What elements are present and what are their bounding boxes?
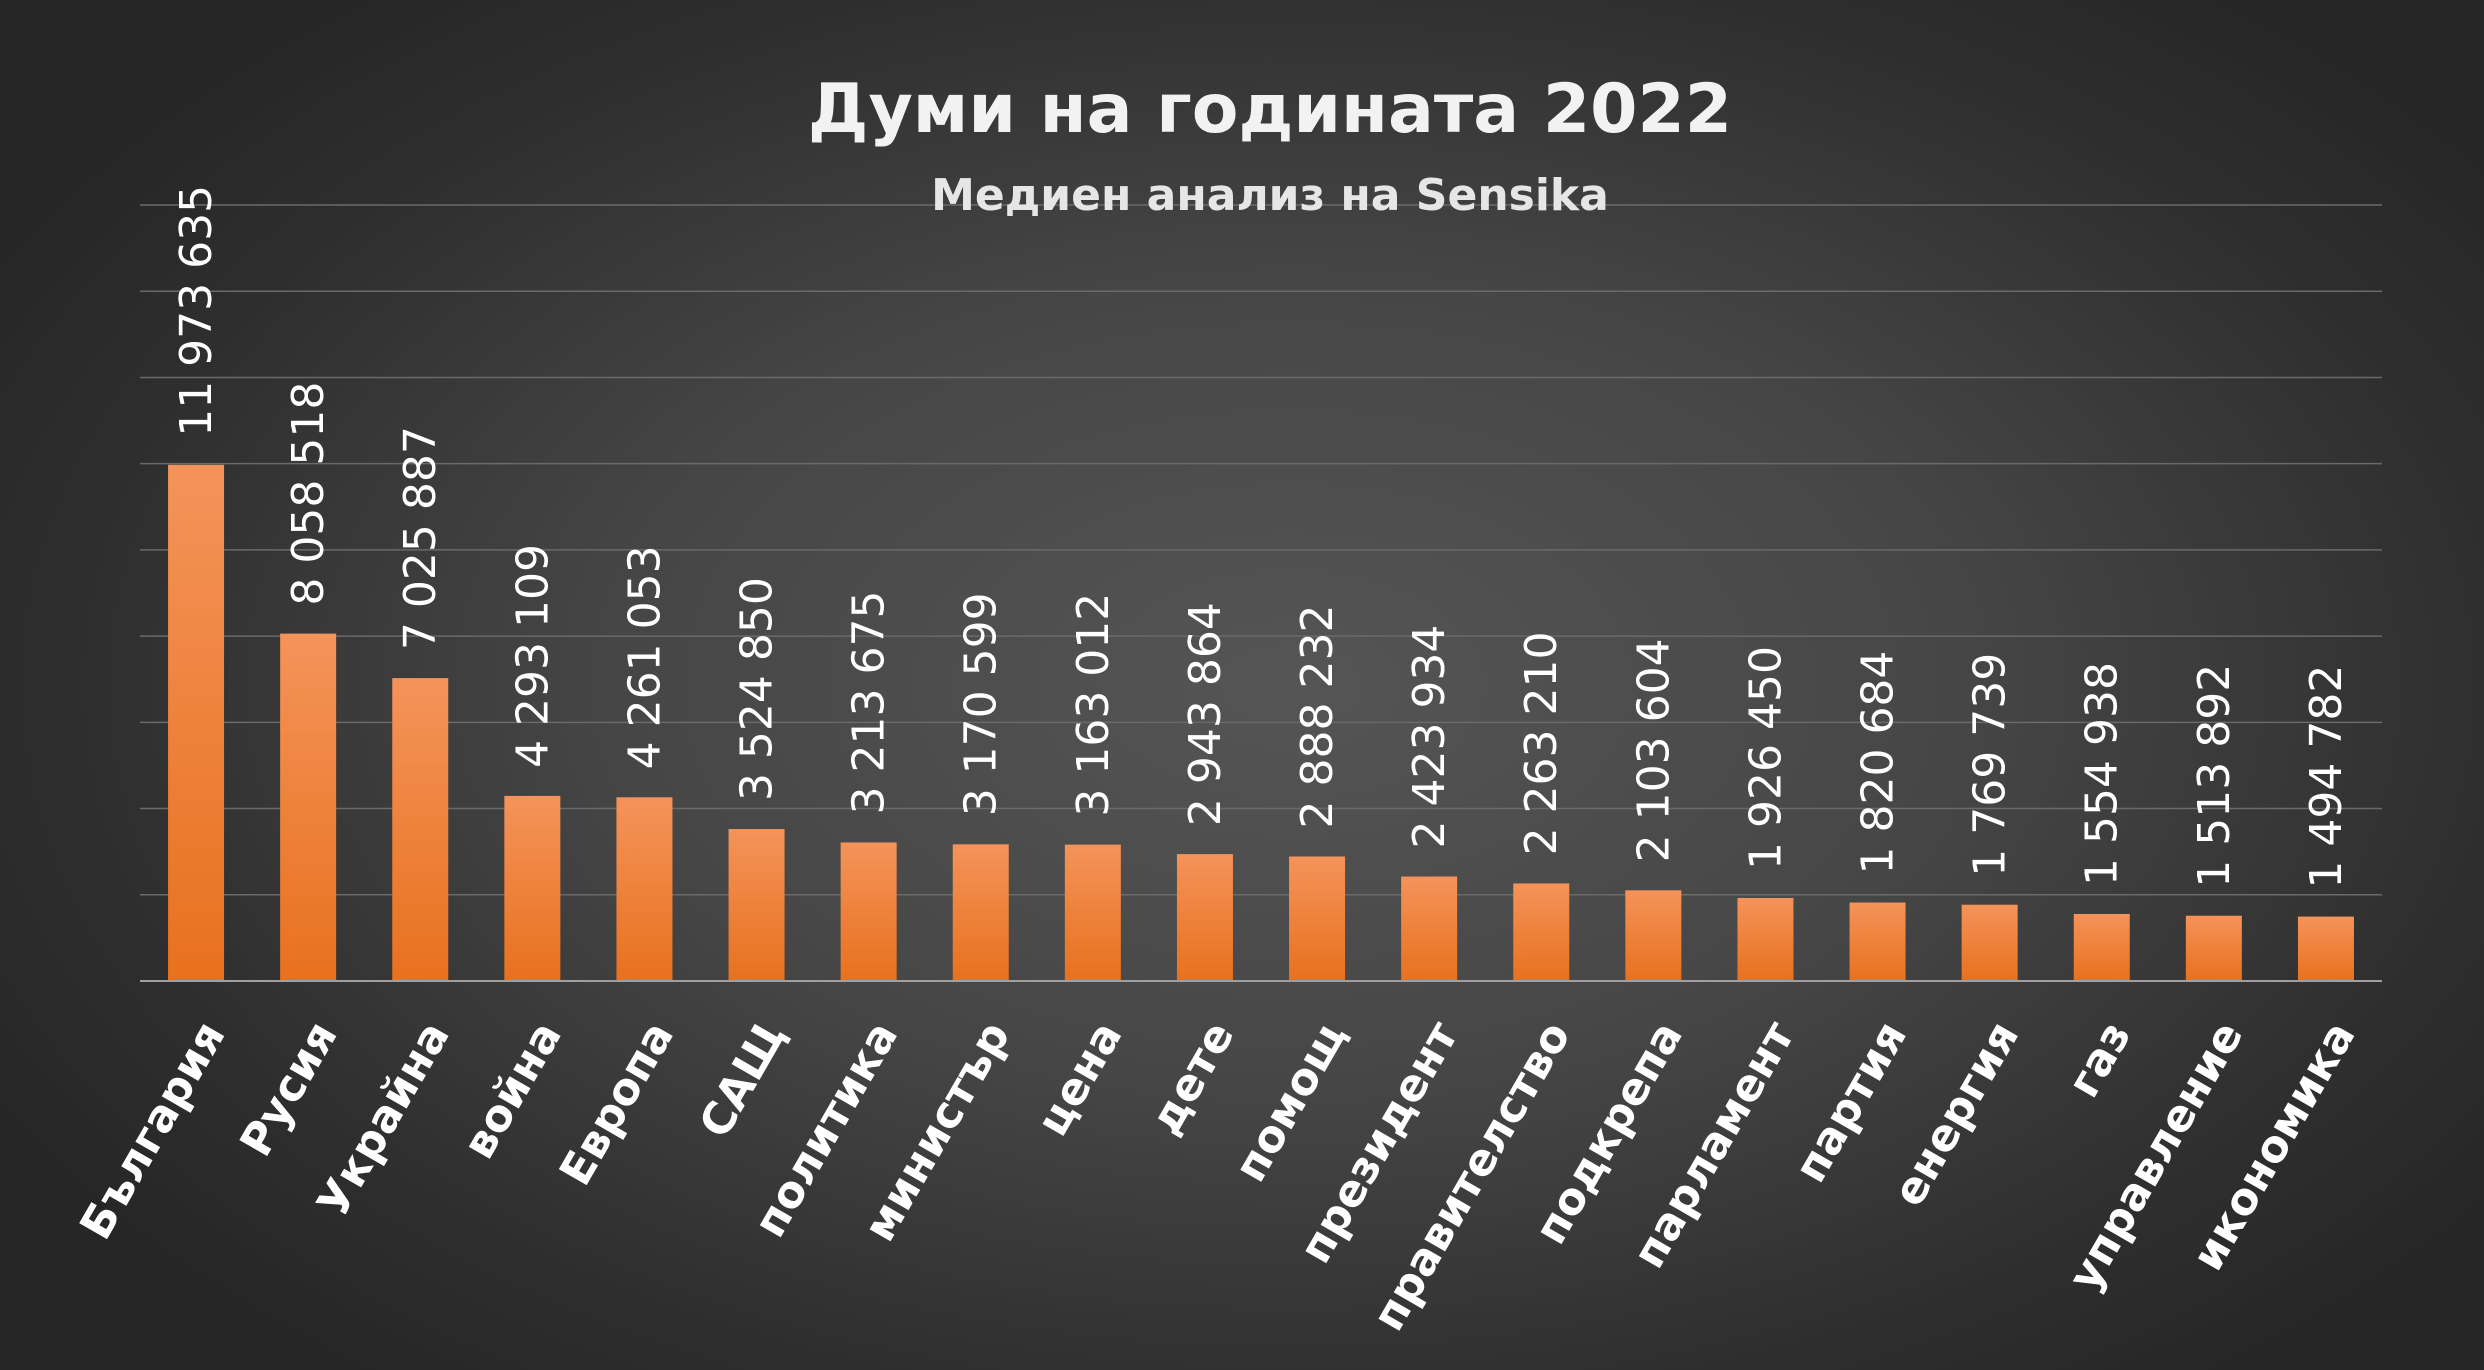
category-label: цена bbox=[1027, 1013, 1132, 1145]
data-label: 4 261 053 bbox=[619, 545, 670, 769]
data-label: 3 163 012 bbox=[1068, 593, 1119, 817]
data-label: 3 213 675 bbox=[844, 591, 895, 815]
bar bbox=[1064, 844, 1121, 981]
bar bbox=[2297, 916, 2354, 981]
bar bbox=[1176, 854, 1233, 981]
bar bbox=[1737, 897, 1794, 981]
data-label: 1 820 684 bbox=[1853, 651, 1904, 875]
data-label: 1 926 450 bbox=[1740, 646, 1791, 870]
bar bbox=[2185, 915, 2242, 981]
data-label: 2 943 864 bbox=[1180, 602, 1231, 826]
data-label: 4 293 109 bbox=[507, 544, 558, 768]
category-label: САЩ bbox=[690, 1013, 797, 1146]
data-label: 1 494 782 bbox=[2301, 665, 2352, 889]
data-label: 2 888 232 bbox=[1292, 605, 1343, 829]
data-label: 8 058 518 bbox=[283, 382, 334, 606]
bar bbox=[616, 797, 673, 981]
chart-subtitle: Медиен анализ на Sensika bbox=[931, 170, 1609, 221]
data-label: 1 769 739 bbox=[1965, 653, 2016, 877]
bar bbox=[1625, 890, 1682, 981]
data-label: 2 263 210 bbox=[1516, 631, 1567, 855]
gridlines bbox=[140, 204, 2382, 896]
data-label: 7 025 887 bbox=[395, 426, 446, 650]
bar bbox=[1961, 904, 2018, 981]
data-label: 1 513 892 bbox=[2189, 664, 2240, 888]
bar bbox=[1849, 902, 1906, 981]
bars bbox=[168, 464, 2354, 981]
data-label: 11 973 635 bbox=[171, 185, 222, 437]
bar bbox=[1513, 883, 1570, 981]
chart-title: Думи на годината 2022 bbox=[808, 70, 1732, 149]
bar bbox=[2073, 913, 2130, 981]
category-label: Русия bbox=[230, 1013, 347, 1165]
data-label: 3 170 599 bbox=[956, 592, 1007, 816]
bar bbox=[840, 842, 897, 981]
bar bbox=[952, 844, 1009, 981]
category-label: дете bbox=[1140, 1013, 1245, 1143]
category-label: газ bbox=[2058, 1013, 2141, 1106]
bar bbox=[280, 633, 337, 981]
bar bbox=[1289, 856, 1346, 981]
data-label: 2 103 604 bbox=[1628, 638, 1679, 862]
bar bbox=[168, 464, 225, 981]
bar bbox=[728, 829, 785, 981]
data-label: 3 524 850 bbox=[732, 577, 783, 801]
category-label: България bbox=[70, 1013, 235, 1248]
value-labels: 11 973 635 8 058 518 7 025 887 4 293 109 4 2… bbox=[171, 185, 2352, 889]
bar bbox=[1401, 876, 1458, 981]
bar bbox=[504, 795, 561, 981]
data-label: 2 423 934 bbox=[1404, 625, 1455, 849]
data-label: 1 554 938 bbox=[2077, 662, 2128, 886]
bar bbox=[392, 678, 449, 981]
category-label: война bbox=[453, 1013, 572, 1168]
